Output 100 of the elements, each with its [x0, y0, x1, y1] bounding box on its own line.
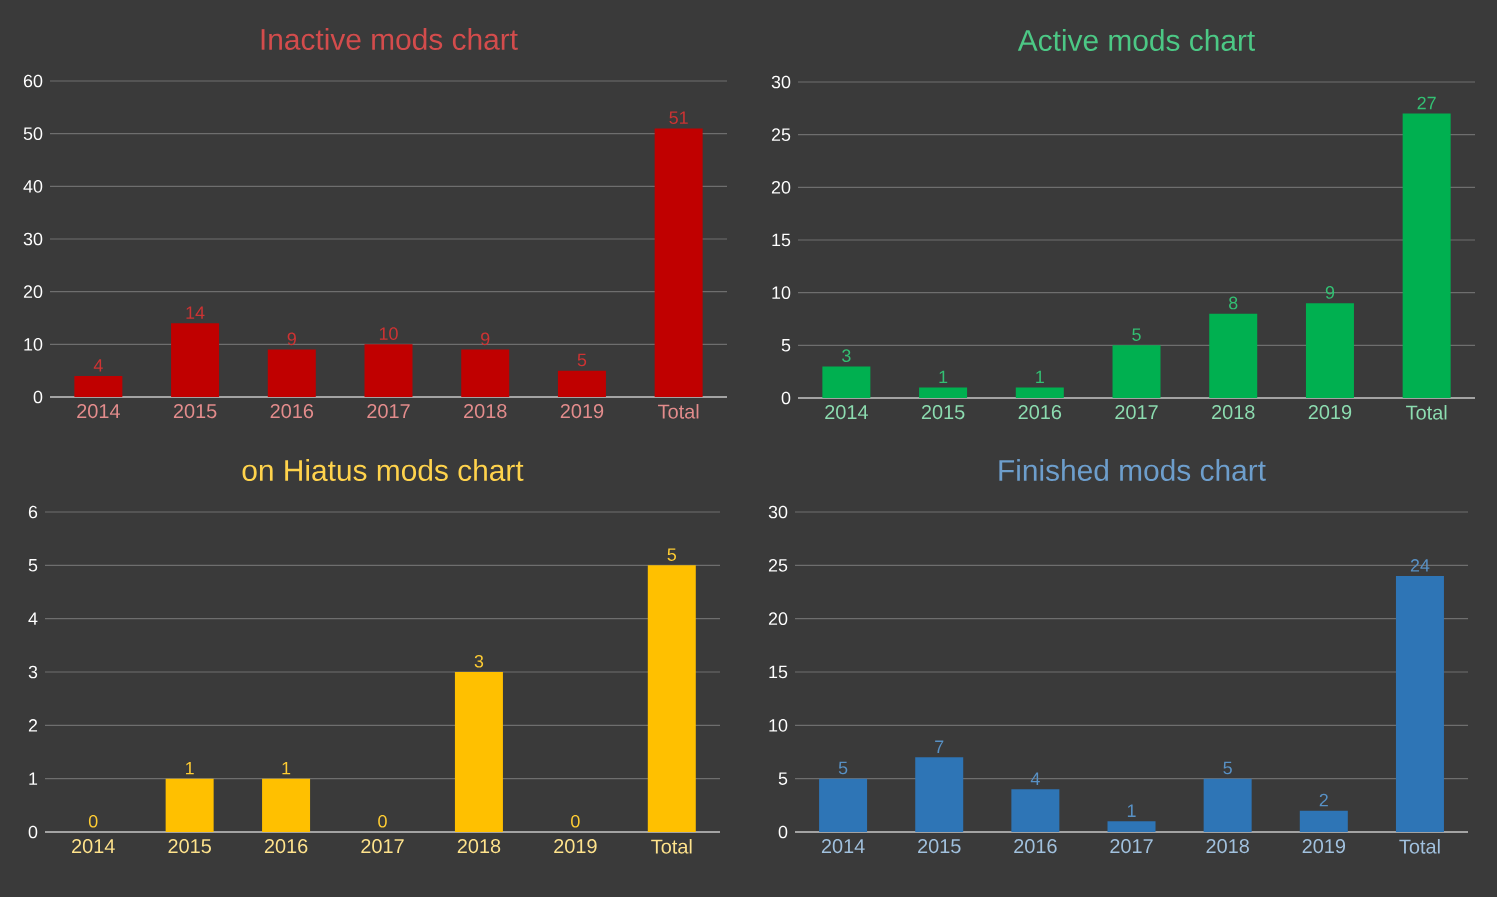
bar	[1203, 778, 1252, 832]
data-label: 51	[669, 111, 688, 125]
x-tick-label: 2018	[457, 839, 501, 854]
bar	[267, 349, 316, 397]
chart-title: on Hiatus mods chart	[242, 459, 524, 481]
bar	[364, 344, 413, 397]
data-label: 0	[88, 814, 98, 828]
bar	[919, 387, 968, 398]
x-tick-label: 2019	[1302, 839, 1346, 854]
x-tick-label: 2017	[361, 839, 404, 854]
data-label: 5	[838, 761, 848, 775]
x-tick-label: Total	[651, 839, 692, 854]
x-tick-label: 2014	[821, 839, 865, 854]
x-tick-label: 2016	[264, 839, 308, 854]
y-tick-label: 5	[781, 339, 791, 352]
data-label: 5	[667, 548, 677, 561]
x-tick-label: 2017	[1110, 839, 1153, 854]
bar	[819, 778, 868, 832]
y-tick-label: 25	[768, 558, 788, 572]
data-label: 1	[939, 370, 948, 384]
y-tick-label: 2	[28, 719, 38, 732]
y-tick-label: 30	[771, 75, 791, 89]
y-tick-label: 10	[769, 718, 788, 732]
data-label: 9	[287, 332, 296, 346]
y-tick-label: 10	[24, 337, 43, 351]
data-label: 14	[186, 306, 205, 319]
y-tick-label: 0	[781, 391, 791, 405]
data-label: 10	[379, 327, 398, 340]
x-tick-label: 2015	[173, 404, 217, 419]
x-tick-label: 2014	[825, 405, 868, 420]
chart-title: Finished mods chart	[999, 459, 1266, 481]
y-tick-label: 20	[771, 180, 791, 194]
data-label: 9	[1325, 286, 1335, 299]
data-label: 7	[935, 740, 944, 753]
bar	[1209, 313, 1258, 398]
bar	[822, 366, 871, 398]
x-tick-label: 2017	[367, 404, 410, 419]
x-tick-label: 2018	[1206, 839, 1249, 854]
bar	[171, 323, 220, 397]
bar	[654, 128, 703, 397]
y-tick-label: 10	[772, 286, 791, 300]
y-tick-label: 20	[23, 285, 43, 299]
y-tick-label: 15	[772, 233, 791, 247]
y-tick-label: 5	[28, 559, 38, 572]
y-tick-label: 6	[28, 505, 38, 519]
y-tick-label: 25	[771, 128, 791, 142]
bar	[557, 370, 606, 397]
bar	[165, 778, 214, 832]
data-label: 27	[1417, 96, 1436, 110]
bar	[1015, 387, 1064, 398]
x-tick-label: Total	[658, 404, 699, 419]
x-tick-label: 2016	[1014, 839, 1057, 854]
y-tick-label: 0	[33, 390, 43, 404]
bar	[1011, 789, 1060, 832]
y-tick-label: 30	[23, 232, 43, 246]
y-tick-label: 40	[23, 179, 43, 193]
data-label: 1	[282, 761, 291, 775]
x-tick-label: 2015	[921, 405, 965, 420]
data-label: 8	[1229, 296, 1238, 310]
data-label: 0	[378, 814, 387, 828]
x-tick-label: 2014	[72, 839, 115, 854]
data-label: 1	[186, 761, 194, 775]
y-tick-label: 15	[769, 665, 788, 679]
data-label: 0	[571, 814, 580, 828]
x-tick-label: 2016	[270, 404, 314, 419]
y-tick-label: 60	[23, 74, 43, 88]
bar	[1107, 821, 1156, 832]
bar	[647, 565, 696, 832]
y-tick-label: 1	[29, 772, 38, 785]
data-label: 1	[1127, 804, 1136, 817]
data-label: 5	[1223, 761, 1232, 775]
bar	[1112, 345, 1161, 398]
data-label: 4	[1030, 772, 1040, 785]
y-tick-label: 5	[778, 772, 788, 785]
x-tick-label: Total	[1399, 839, 1440, 854]
x-tick-label: 2015	[168, 839, 211, 854]
chart-title: Inactive mods chart	[261, 28, 518, 50]
bar	[461, 349, 510, 397]
data-label: 24	[1410, 559, 1430, 572]
y-tick-label: 4	[28, 612, 38, 625]
data-label: 5	[1132, 328, 1141, 341]
chart-title: Active mods chart	[1017, 29, 1256, 51]
x-tick-label: 2016	[1018, 405, 1062, 420]
x-tick-label: 2019	[560, 404, 604, 419]
x-tick-label: 2019	[1308, 405, 1352, 420]
data-label: 4	[93, 359, 103, 372]
data-label: 1	[1036, 370, 1044, 384]
x-tick-label: 2017	[1115, 405, 1158, 420]
data-label: 9	[481, 332, 490, 346]
x-tick-label: 2015	[918, 839, 961, 854]
bar	[915, 757, 964, 832]
x-tick-label: 2019	[554, 839, 597, 854]
data-label: 3	[474, 654, 484, 668]
bar	[1305, 303, 1354, 398]
x-tick-label: 2018	[464, 404, 507, 419]
x-tick-label: Total	[1406, 405, 1447, 420]
data-label: 3	[842, 349, 851, 363]
data-label: 5	[577, 353, 587, 367]
y-tick-label: 20	[768, 612, 788, 626]
x-tick-label: 2014	[77, 404, 120, 419]
